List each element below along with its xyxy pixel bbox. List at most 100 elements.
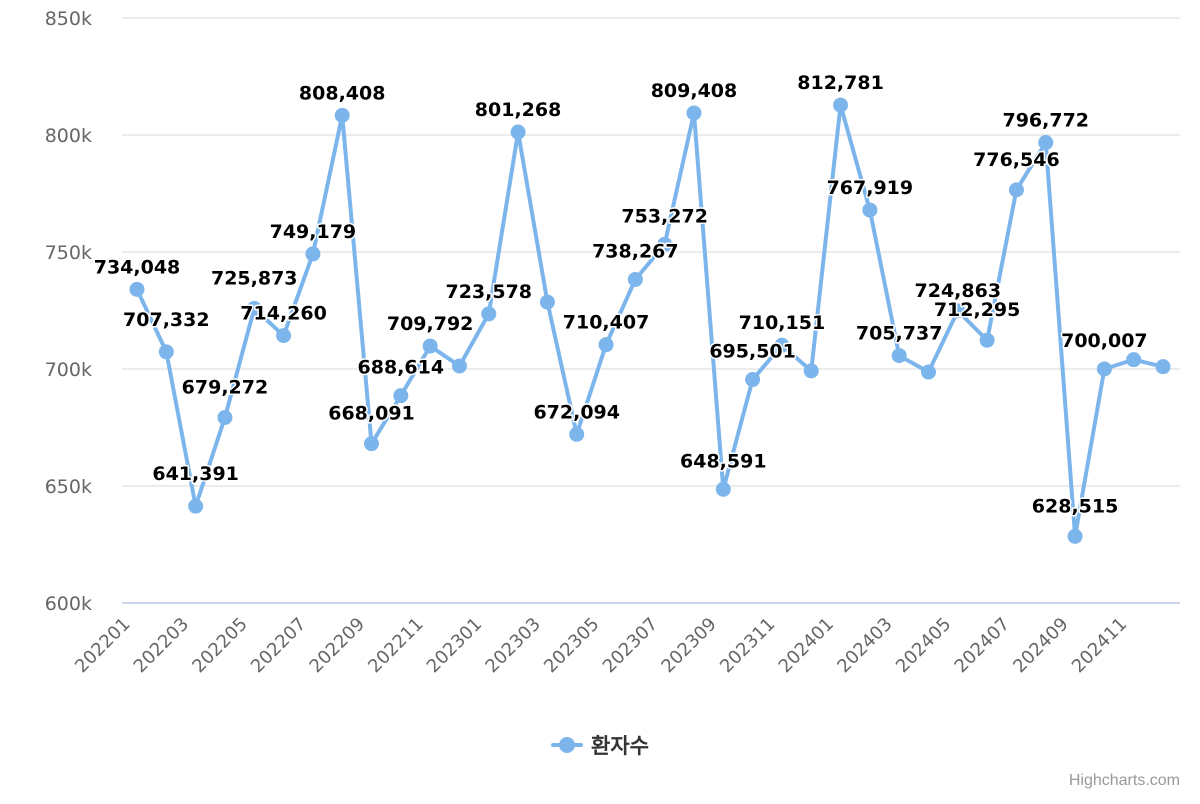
data-label: 809,408 [651,80,738,102]
series-line [135,103,1165,539]
data-point-marker[interactable] [1038,135,1054,151]
data-point-marker[interactable] [246,300,262,316]
highcharts-credits-link[interactable]: Highcharts.com [1068,772,1180,789]
line-circle-marker-icon [551,737,584,753]
x-tick-label: 202309 [657,614,720,677]
data-point-marker[interactable] [833,97,849,113]
data-point-marker[interactable] [422,338,438,354]
data-label: 672,094 [533,401,620,423]
data-label: 628,515 [1032,495,1119,517]
y-gridlines [122,17,1180,604]
data-label: 707,332 [123,309,210,331]
x-tick-label: 202403 [833,614,896,677]
x-tick-label: 202301 [423,614,486,677]
data-label: 668,091 [328,403,415,425]
data-point-marker[interactable] [305,246,321,262]
data-point-marker[interactable] [950,303,966,319]
x-tick-label: 202203 [130,614,193,677]
data-label: 648,591 [680,450,767,472]
data-point-marker[interactable] [569,426,585,442]
data-label: 709,792 [387,313,474,335]
y-tick-label: 650k [45,476,92,498]
data-labels: 734,048 707,332 641,391 679,272 725,873 714,2… [92,71,1149,519]
data-label: 688,614 [358,357,445,379]
data-point-marker[interactable] [539,294,555,310]
x-tick-label: 202205 [188,614,251,677]
data-point-marker[interactable] [774,337,790,353]
data-label: 749,179 [270,221,357,243]
data-point-marker[interactable] [598,337,614,353]
series-patients[interactable] [129,97,1171,544]
data-point-marker[interactable] [1155,359,1171,375]
data-point-marker[interactable] [979,332,995,348]
data-label: 796,772 [1002,110,1089,132]
data-label: 724,863 [915,280,1002,302]
data-point-marker[interactable] [364,436,380,452]
data-point-marker[interactable] [1096,361,1112,377]
data-point-marker[interactable] [920,364,936,380]
x-tick-label: 202303 [481,614,544,677]
data-point-marker[interactable] [510,124,526,140]
data-point-marker[interactable] [158,344,174,360]
data-label: 705,737 [856,323,943,345]
data-point-marker[interactable] [1008,182,1024,198]
data-point-marker[interactable] [1126,352,1142,368]
data-label: 812,781 [797,72,884,94]
data-label: 712,295 [934,299,1021,321]
data-label: 714,260 [240,303,327,325]
x-tick-label: 202201 [71,614,134,677]
data-point-marker[interactable] [129,281,145,297]
data-label: 710,151 [739,312,826,334]
x-axis-labels: 2022012022032022052022072022092022112023… [71,614,1131,677]
data-label: 710,407 [563,312,650,334]
y-axis-labels: 600k 650k 700k 750k 800k 850k [45,8,92,615]
data-point-marker[interactable] [451,358,467,374]
x-tick-label: 202307 [599,614,662,677]
x-tick-label: 202305 [540,614,603,677]
x-tick-label: 202411 [1068,614,1131,677]
data-point-marker[interactable] [276,328,292,344]
data-label: 801,268 [475,99,562,121]
data-point-marker[interactable] [481,306,497,322]
data-point-marker[interactable] [862,202,878,218]
data-point-marker[interactable] [188,498,204,514]
data-label: 679,272 [182,377,269,399]
data-label: 695,501 [709,341,796,363]
legend-label: 환자수 [591,734,649,758]
data-point-marker[interactable] [627,271,643,287]
y-tick-label: 850k [45,8,92,30]
data-point-marker[interactable] [715,481,731,497]
y-tick-label: 800k [45,125,92,147]
data-label: 723,578 [445,281,532,303]
legend-item-patients[interactable]: 환자수 [0,730,1200,760]
y-tick-label: 700k [45,359,92,381]
y-tick-label: 750k [45,242,92,264]
data-point-marker[interactable] [891,348,907,364]
x-tick-label: 202209 [306,614,369,677]
x-tick-label: 202207 [247,614,310,677]
x-tick-label: 202407 [951,614,1014,677]
data-point-marker[interactable] [393,388,409,404]
data-label: 767,919 [827,177,914,199]
x-tick-label: 202409 [1009,614,1072,677]
legend-marker [559,737,576,753]
y-tick-label: 600k [45,593,92,615]
data-label: 725,873 [211,267,298,289]
data-label: 753,272 [621,205,708,227]
x-tick-label: 202311 [716,614,779,677]
data-label: 700,007 [1061,330,1148,352]
data-point-marker[interactable] [217,410,233,426]
data-point-marker[interactable] [334,107,350,123]
data-point-marker[interactable] [657,236,673,252]
data-point-marker[interactable] [1067,528,1083,544]
data-point-marker[interactable] [745,372,761,388]
data-label: 734,048 [94,256,181,278]
data-label: 738,267 [592,240,679,262]
data-point-marker[interactable] [686,105,702,121]
data-point-marker[interactable] [803,363,819,379]
data-label: 776,546 [973,149,1060,171]
x-tick-label: 202401 [775,614,838,677]
x-tick-label: 202405 [892,614,955,677]
